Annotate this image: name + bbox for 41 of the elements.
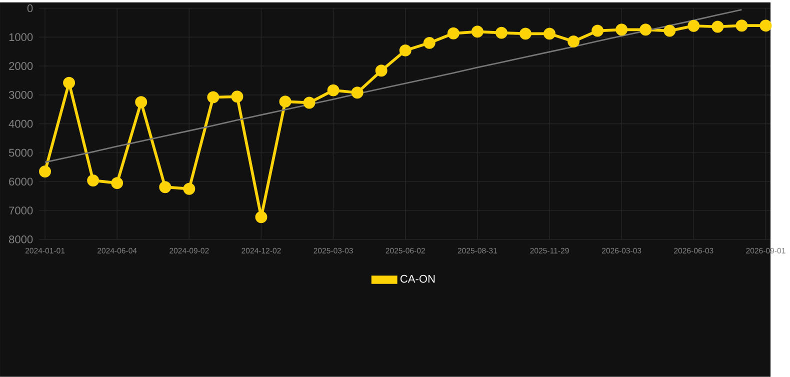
point [183, 182, 196, 195]
point [495, 26, 508, 39]
point [279, 96, 292, 108]
point [39, 166, 52, 178]
point [207, 91, 220, 104]
point [399, 44, 412, 56]
point [255, 211, 268, 224]
y-tick-label: 1000 [9, 33, 33, 42]
y-tick-label: 6000 [9, 178, 33, 186]
y-tick-label: 8000 [9, 236, 33, 244]
point [447, 27, 460, 40]
y-tick-label: 5000 [8, 148, 33, 157]
point [303, 96, 316, 109]
point [135, 96, 148, 108]
point [640, 24, 652, 36]
point [688, 20, 700, 32]
point [712, 20, 724, 33]
point [520, 28, 532, 40]
point [423, 36, 436, 49]
point [327, 84, 340, 96]
point [63, 76, 76, 89]
y-tick-label: 0 [27, 4, 33, 12]
point [736, 20, 748, 32]
legend-label: CA-ON [400, 274, 435, 283]
point [592, 24, 604, 37]
point [664, 24, 676, 37]
y-tick-label: 7000 [9, 206, 33, 214]
point [375, 64, 388, 77]
y-tick-label: 4000 [8, 120, 33, 128]
point [544, 28, 556, 40]
point [231, 90, 244, 103]
point [760, 20, 772, 32]
y-tick-label: 3000 [8, 91, 33, 99]
point [159, 181, 172, 194]
point [87, 174, 100, 186]
y-tick-label: 2000 [9, 62, 33, 70]
point [471, 26, 484, 38]
point [616, 24, 628, 36]
point [111, 177, 124, 190]
point [568, 36, 580, 48]
point [351, 86, 364, 99]
